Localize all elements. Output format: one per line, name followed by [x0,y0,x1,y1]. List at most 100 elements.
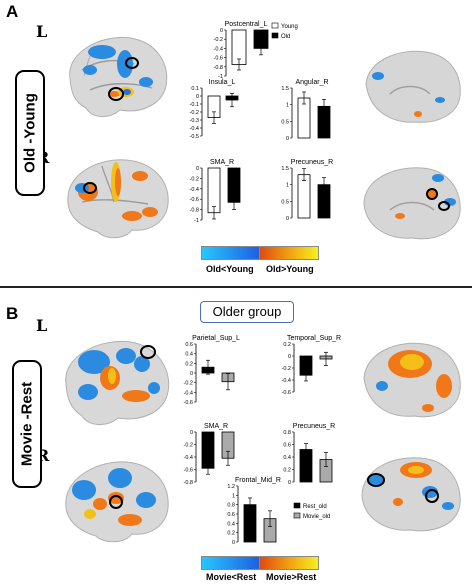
panel-a-side-label: Old -Young [21,93,39,173]
y-tick-label: -1 [194,218,199,224]
y-tick-label: -0.4 [190,126,199,132]
y-tick-label: 0 [286,216,289,222]
colorbar-a-right-label: Old>Young [266,264,314,274]
y-tick-label: -0.2 [184,443,193,449]
chart-insula-l: Insula_L 0.1 0 -0.1 -0.2 -0.3 -0.4 -0.5 [190,79,239,140]
chart-title: Insula_L [209,79,236,86]
panel-a-hemi-left: L [36,22,48,41]
y-tick-label: -0.5 [190,134,199,140]
y-tick-label: 0 [286,136,289,142]
y-tick-label: 0.4 [283,455,291,461]
panel-a-letter: A [6,2,19,21]
legend-swatch [271,22,279,29]
y-tick-label: 0.8 [283,430,291,436]
y-tick-label: 1.5 [281,166,289,172]
legend-label: Rest_old [303,504,327,510]
y-tick-label: -0.6 [214,56,223,62]
y-tick-label: 1 [286,103,289,109]
brain-a-right-medial [363,167,461,240]
y-tick-label: 0.4 [185,352,193,358]
bar [207,167,221,214]
y-tick-label: -0.6 [184,400,193,406]
chart-precuneus-r-b: Precuneus_R0.8 0.6 0.4 0.2 0 [283,423,335,486]
y-tick-label: 0.4 [227,521,235,527]
colorbar-a-hot [259,246,319,260]
chart-angular-r: Angular_R 1.5 1 0.5 0 [281,79,331,142]
bar [297,174,311,219]
y-tick-label: -1 [218,74,223,80]
brain-b-right-medial [361,457,461,532]
y-tick-label: -0.2 [190,176,199,182]
y-tick-label: -0.8 [214,65,223,71]
legend-label: Young [281,24,298,30]
y-tick-label: 0 [220,28,223,34]
y-tick-label: -0.4 [184,390,193,396]
panel-a-side-label-box: Old -Young [15,70,45,196]
y-tick-label: -0.2 [184,381,193,387]
chart-sma-r-b: SMA_R 0 -0.2 -0.4 -0.6 -0.8 [184,423,235,486]
y-tick-label: 1 [232,493,235,499]
legend-label: Movie_old [303,514,330,520]
chart-parietal-sup-l: Parietal_Sup_L0.6 0.4 0.2 0 -0.2 -0.4 -0.6 [184,335,241,406]
chart-title: Temporal_Sup_R [287,335,341,342]
chart-temporal-sup-r: Temporal_Sup_R0.2 0 -0.2 -0.4 -0.6 [282,335,342,396]
chart-title: Angular_R [295,79,328,86]
chart-title: Parietal_Sup_L [192,335,240,342]
y-tick-label: -0.4 [282,378,291,384]
y-tick-label: 0.5 [281,199,289,205]
panel-divider [0,286,472,288]
y-tick-label: 0.2 [185,361,193,367]
y-tick-label: -0.6 [184,468,193,474]
chart-title: Precuneus_R [291,159,333,166]
y-tick-label: 0 [288,480,291,486]
y-tick-label: -0.2 [190,110,199,116]
brain-a-left-lateral [69,36,168,117]
panel-b-side-label-box: Movie -Rest [12,360,42,488]
y-tick-label: 0 [196,94,199,100]
y-tick-label: 1.5 [281,86,289,92]
colorbar-a-cold [201,246,261,260]
y-tick-label: 0.2 [283,468,291,474]
brain-b-right-lateral [65,461,169,543]
y-tick-label: -0.8 [184,480,193,486]
y-tick-label: -0.6 [282,390,291,396]
y-tick-label: -0.2 [282,366,291,372]
colorbar-b-hot [259,556,319,570]
panel-b-hemi-left: L [36,316,48,335]
y-tick-label: -0.4 [184,455,193,461]
chart-title: Postcentral_L [225,21,268,28]
y-tick-label: 0.1 [191,86,199,92]
chart-title: Precuneus_R [293,423,335,430]
colorbar-b-right-label: Movie>Rest [266,572,317,582]
y-tick-label: 1 [286,183,289,189]
chart-frontal-mid-r: Frontal_Mid_R1.2 1 0.8 0.6 0.4 0.2 0 Rest_old Mo… [227,477,330,546]
y-tick-label: -0.6 [190,197,199,203]
chart-title: SMA_R [210,159,234,166]
brain-b-left-lateral [65,340,170,425]
brain-b-left-medial [363,342,461,418]
y-tick-label: 1.2 [227,484,235,490]
y-tick-label: 0.6 [283,443,291,449]
y-tick-label: -0.4 [214,46,223,52]
brain-a-left-medial [365,50,461,123]
chart-sma-r-a: SMA_R 0 -0.2 -0.4 -0.6 -0.8 -1 [190,159,241,224]
brain-a-right-lateral [67,159,169,239]
y-tick-label: -0.2 [214,37,223,43]
legend-swatch [293,502,301,509]
y-tick-label: 0.2 [227,531,235,537]
legend-swatch [271,32,279,39]
legend-swatch [293,512,301,519]
group-title: Older group [200,301,294,323]
y-tick-label: -0.4 [190,187,199,193]
y-tick-label: 0 [196,166,199,172]
y-tick-label: 0 [232,540,235,546]
y-tick-label: -0.1 [190,102,199,108]
y-tick-label: 0.5 [281,119,289,125]
chart-precuneus-r-a: Precuneus_R1.5 1 0.5 0 [281,159,333,222]
panel-b-letter: B [6,304,19,323]
colorbar-b-left-label: Movie<Rest [206,572,257,582]
y-tick-label: -0.8 [190,208,199,214]
colorbar-a-left-label: Old<Young [206,264,254,274]
legend-label: Old [281,34,290,40]
colorbar-b-cold [201,556,261,570]
